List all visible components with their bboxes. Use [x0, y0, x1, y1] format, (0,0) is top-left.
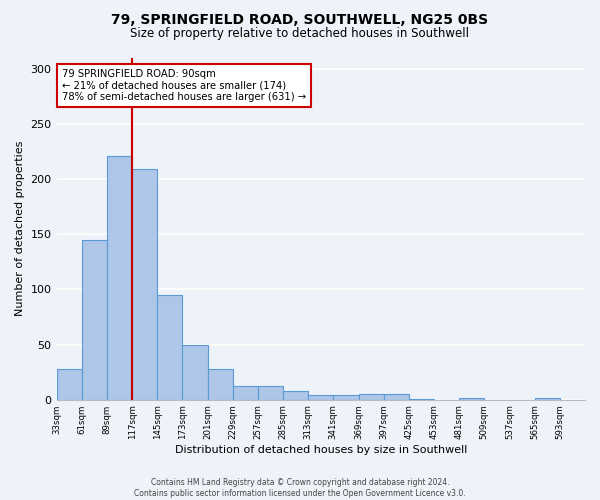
Bar: [334, 396, 359, 400]
Bar: [56, 369, 82, 400]
Bar: [535, 398, 560, 400]
Bar: [409, 398, 434, 400]
Bar: [107, 156, 132, 400]
Bar: [182, 344, 208, 400]
Text: Contains HM Land Registry data © Crown copyright and database right 2024.
Contai: Contains HM Land Registry data © Crown c…: [134, 478, 466, 498]
Bar: [233, 386, 258, 400]
Bar: [459, 398, 484, 400]
Bar: [157, 295, 182, 400]
Bar: [308, 396, 334, 400]
Bar: [359, 394, 383, 400]
Bar: [283, 391, 308, 400]
Y-axis label: Number of detached properties: Number of detached properties: [15, 141, 25, 316]
Bar: [82, 240, 107, 400]
X-axis label: Distribution of detached houses by size in Southwell: Distribution of detached houses by size …: [175, 445, 467, 455]
Bar: [208, 369, 233, 400]
Bar: [383, 394, 409, 400]
Text: Size of property relative to detached houses in Southwell: Size of property relative to detached ho…: [131, 28, 470, 40]
Bar: [132, 169, 157, 400]
Text: 79, SPRINGFIELD ROAD, SOUTHWELL, NG25 0BS: 79, SPRINGFIELD ROAD, SOUTHWELL, NG25 0B…: [112, 12, 488, 26]
Text: 79 SPRINGFIELD ROAD: 90sqm
← 21% of detached houses are smaller (174)
78% of sem: 79 SPRINGFIELD ROAD: 90sqm ← 21% of deta…: [62, 68, 305, 102]
Bar: [258, 386, 283, 400]
